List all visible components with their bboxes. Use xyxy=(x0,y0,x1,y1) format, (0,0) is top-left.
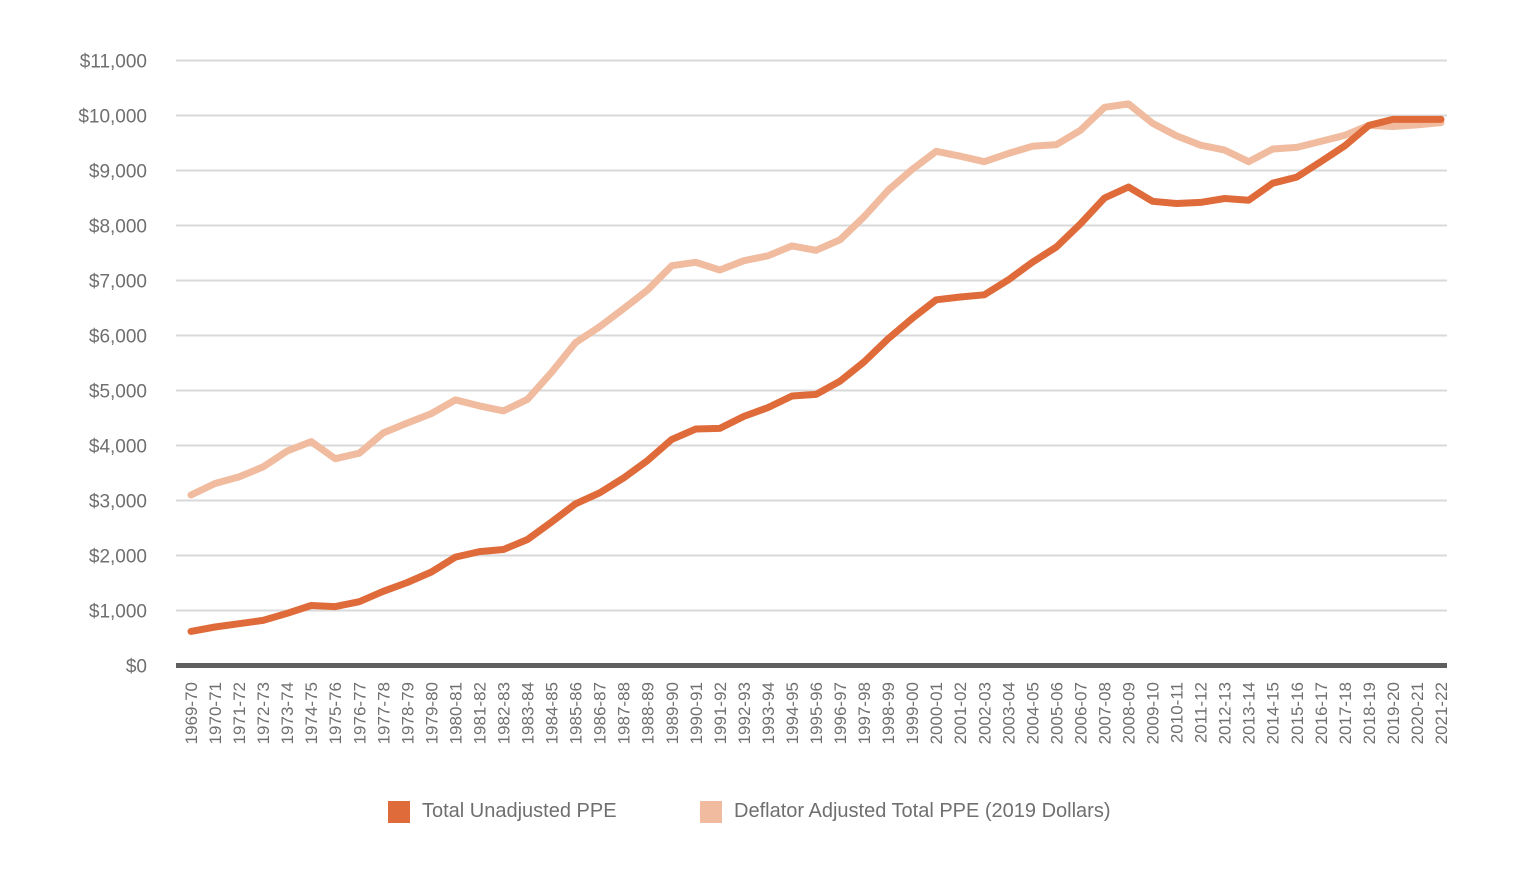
x-tick-label: 1977-78 xyxy=(374,682,393,744)
legend-swatch-unadjusted xyxy=(388,800,410,823)
x-tick-label: 2017-18 xyxy=(1336,682,1355,744)
x-tick-label: 1979-80 xyxy=(422,682,441,744)
x-tick-label: 2011-12 xyxy=(1192,682,1211,743)
legend-label-unadjusted: Total Unadjusted PPE xyxy=(422,800,617,822)
x-tick-label: 1990-91 xyxy=(687,682,706,744)
y-tick-label: $7,000 xyxy=(89,272,147,293)
x-tick-label: 2001-02 xyxy=(951,682,970,744)
x-tick-label: 1971-72 xyxy=(230,682,249,744)
x-tick-label: 2012-13 xyxy=(1216,682,1235,744)
x-tick-label: 2004-05 xyxy=(1023,682,1042,744)
y-tick-label: $10,000 xyxy=(78,107,147,128)
x-tick-label: 1985-86 xyxy=(567,682,586,744)
legend-swatch-deflator-adjusted xyxy=(700,800,722,823)
x-tick-label: 1983-84 xyxy=(519,682,538,744)
x-tick-label: 1997-98 xyxy=(855,682,874,744)
x-tick-label: 1989-90 xyxy=(663,682,682,744)
y-tick-label: $3,000 xyxy=(89,492,147,513)
x-tick-label: 2013-14 xyxy=(1240,682,1259,744)
x-tick-label: 1981-82 xyxy=(470,682,489,744)
x-tick-label: 1984-85 xyxy=(543,682,562,744)
x-tick-label: 2005-06 xyxy=(1047,682,1066,744)
series-line-deflator-adjusted xyxy=(187,100,1445,499)
x-tick-label: 2021-22 xyxy=(1432,682,1451,744)
y-tick-label: $4,000 xyxy=(89,437,147,458)
y-axis-ticks: $0 $1,000 $2,000 $3,000 $4,000 $5,000 $6,000 $7… xyxy=(78,52,147,678)
y-tick-label: $5,000 xyxy=(89,382,147,403)
x-tick-label: 2020-21 xyxy=(1408,682,1427,744)
x-tick-label: 1995-96 xyxy=(807,682,826,744)
legend-label-deflator-adjusted: Deflator Adjusted Total PPE (2019 Dollar… xyxy=(734,800,1111,822)
x-tick-label: 1972-73 xyxy=(254,682,273,744)
y-tick-label: $2,000 xyxy=(89,547,147,568)
x-tick-label: 1986-87 xyxy=(591,682,610,744)
legend-item-unadjusted: Total Unadjusted PPE xyxy=(388,800,617,823)
y-tick-label: $8,000 xyxy=(89,217,147,238)
y-tick-label: $9,000 xyxy=(89,162,147,183)
x-tick-label: 1976-77 xyxy=(350,682,369,744)
x-tick-label: 1992-93 xyxy=(735,682,754,744)
x-tick-label: 1988-89 xyxy=(639,682,658,744)
series-lines xyxy=(187,100,1445,635)
x-tick-label: 1978-79 xyxy=(398,682,417,744)
x-tick-label: 1974-75 xyxy=(302,682,321,744)
y-tick-label: $6,000 xyxy=(89,327,147,348)
x-tick-label: 2010-11 xyxy=(1168,682,1187,743)
series-line-unadjusted xyxy=(187,115,1445,635)
x-tick-label: 2002-03 xyxy=(975,682,994,744)
x-tick-label: 1980-81 xyxy=(446,682,465,744)
legend-item-deflator-adjusted: Deflator Adjusted Total PPE (2019 Dollar… xyxy=(700,800,1111,823)
x-tick-label: 1970-71 xyxy=(206,682,225,744)
x-tick-label: 2019-20 xyxy=(1384,682,1403,744)
x-tick-label: 1998-99 xyxy=(879,682,898,744)
x-axis-ticks: 1969-70 1970-71 1971-72 1972-73 1973-74 1974-… xyxy=(182,682,1451,744)
x-tick-label: 1975-76 xyxy=(326,682,345,744)
x-tick-label: 1991-92 xyxy=(711,682,730,744)
x-tick-label: 1993-94 xyxy=(759,682,778,744)
x-tick-label: 2007-08 xyxy=(1095,682,1114,744)
x-tick-label: 1973-74 xyxy=(278,682,297,744)
x-tick-label: 1987-88 xyxy=(615,682,634,744)
legend: Total Unadjusted PPE Deflator Adjusted T… xyxy=(0,800,1534,830)
x-tick-label: 1996-97 xyxy=(831,682,850,744)
x-tick-label: 2015-16 xyxy=(1288,682,1307,744)
x-tick-label: 2018-19 xyxy=(1360,682,1379,744)
x-tick-label: 1994-95 xyxy=(783,682,802,744)
x-tick-label: 2006-07 xyxy=(1071,682,1090,744)
y-tick-label: $1,000 xyxy=(89,602,147,623)
x-tick-label: 1969-70 xyxy=(182,682,201,744)
x-tick-label: 2008-09 xyxy=(1120,682,1139,744)
x-tick-label: 1982-83 xyxy=(495,682,514,744)
gridlines xyxy=(176,59,1447,612)
x-tick-label: 2000-01 xyxy=(927,682,946,744)
x-tick-label: 2003-04 xyxy=(999,682,1018,744)
y-tick-label: $0 xyxy=(126,657,147,678)
x-tick-label: 1999-00 xyxy=(903,682,922,744)
x-tick-label: 2014-15 xyxy=(1264,682,1283,744)
y-tick-label: $11,000 xyxy=(80,52,147,73)
x-tick-label: 2009-10 xyxy=(1144,682,1163,744)
x-tick-label: 2016-17 xyxy=(1312,682,1331,744)
